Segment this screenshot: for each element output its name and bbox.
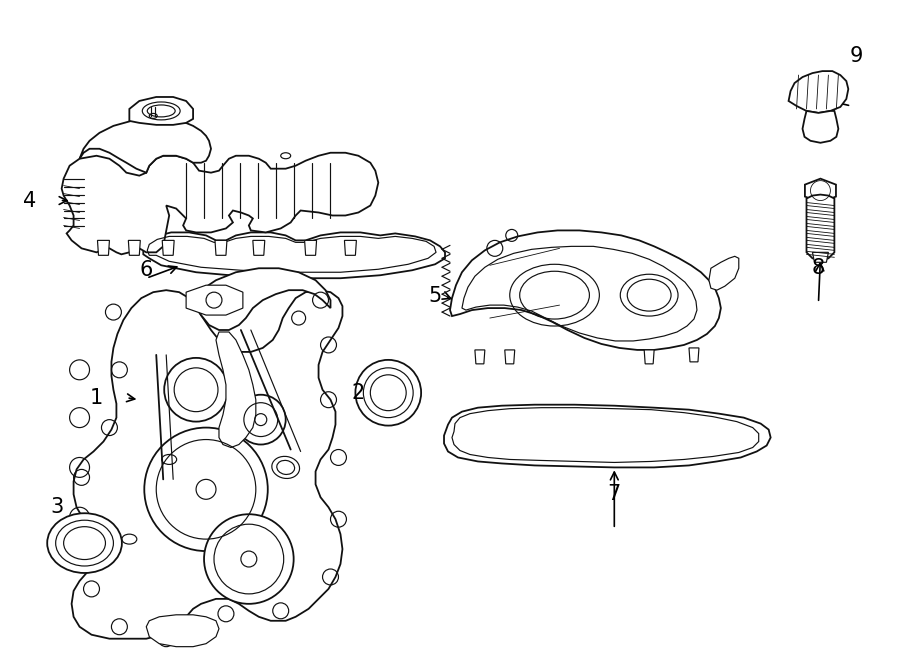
Polygon shape: [475, 350, 485, 364]
Polygon shape: [788, 71, 849, 113]
Text: 1: 1: [90, 388, 104, 408]
Polygon shape: [196, 268, 330, 330]
Circle shape: [356, 360, 421, 426]
Text: 7: 7: [608, 485, 621, 504]
Circle shape: [204, 514, 293, 604]
Circle shape: [236, 395, 285, 444]
Polygon shape: [79, 119, 211, 173]
Polygon shape: [216, 332, 256, 447]
Text: 5: 5: [428, 286, 442, 306]
Polygon shape: [61, 153, 378, 254]
Polygon shape: [130, 97, 194, 125]
Polygon shape: [143, 233, 445, 278]
Text: 6: 6: [140, 260, 153, 280]
Polygon shape: [803, 111, 839, 143]
Polygon shape: [253, 241, 265, 255]
Circle shape: [164, 358, 228, 422]
Polygon shape: [813, 253, 828, 262]
Polygon shape: [162, 241, 175, 255]
Ellipse shape: [47, 513, 122, 573]
Text: 9: 9: [850, 46, 863, 66]
Polygon shape: [689, 348, 699, 362]
Polygon shape: [97, 241, 110, 255]
Polygon shape: [709, 256, 739, 290]
Text: 2: 2: [352, 383, 365, 403]
Polygon shape: [304, 241, 317, 255]
Polygon shape: [186, 285, 243, 315]
Text: 4: 4: [23, 190, 36, 211]
Polygon shape: [129, 241, 140, 255]
Polygon shape: [72, 290, 343, 639]
Polygon shape: [215, 241, 227, 255]
Circle shape: [144, 428, 268, 551]
Text: 8: 8: [812, 258, 825, 278]
Polygon shape: [505, 350, 515, 364]
Polygon shape: [805, 178, 836, 202]
Polygon shape: [806, 194, 834, 260]
Polygon shape: [450, 231, 721, 350]
Polygon shape: [345, 241, 356, 255]
Polygon shape: [147, 615, 219, 646]
Polygon shape: [644, 350, 654, 364]
Text: 3: 3: [50, 497, 63, 518]
Polygon shape: [444, 405, 770, 467]
